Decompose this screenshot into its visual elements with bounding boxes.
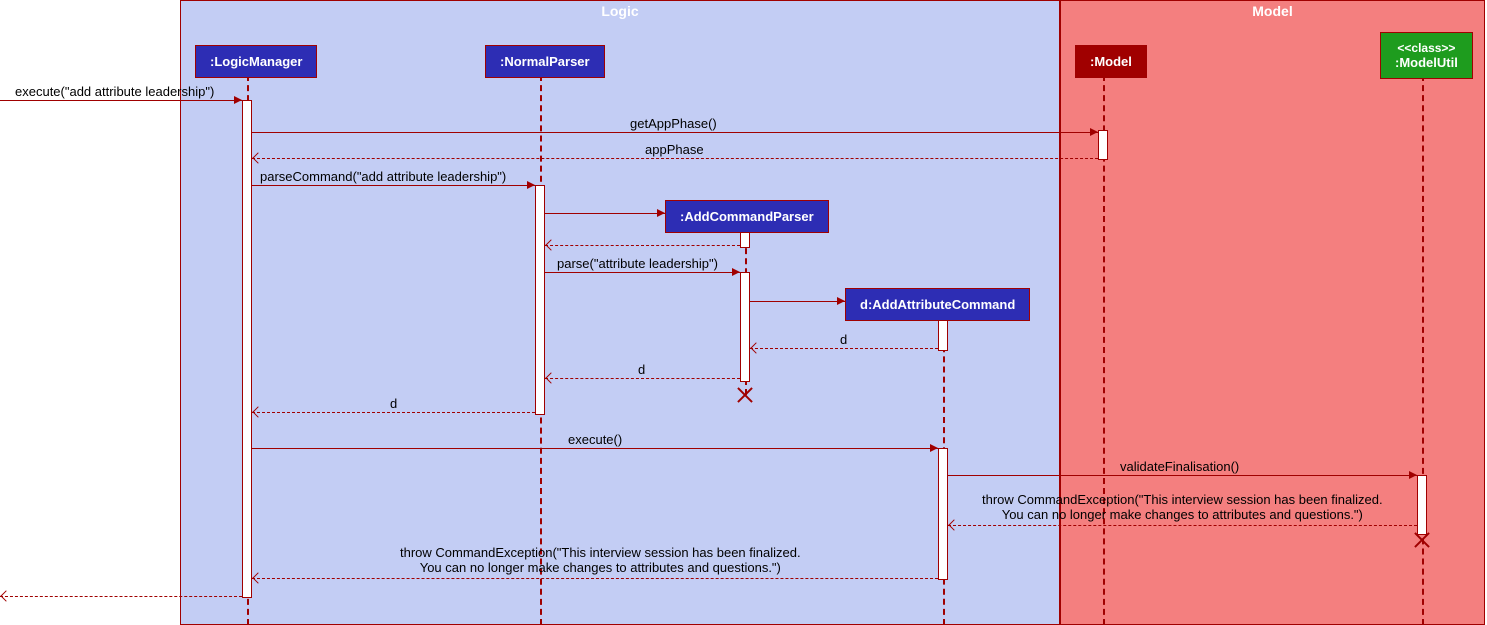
message-arrow: [545, 213, 665, 214]
participant-model-util: <<class>> :ModelUtil: [1380, 32, 1473, 79]
arrow-head: [930, 444, 938, 452]
message-label: execute("add attribute leadership"): [15, 84, 214, 99]
message-arrow: [948, 525, 1417, 526]
sequence-diagram: Logic Model :LogicManager :NormalParser …: [0, 0, 1487, 625]
activation-bar: [242, 100, 252, 598]
message-label: getAppPhase(): [630, 116, 717, 131]
message-arrow: [252, 412, 535, 413]
arrow-head: [837, 297, 845, 305]
message-arrow: [750, 301, 845, 302]
activation-bar: [1417, 475, 1427, 535]
message-arrow: [252, 578, 938, 579]
arrow-head: [732, 268, 740, 276]
label: :AddCommandParser: [680, 209, 814, 224]
message-arrow: [545, 272, 740, 273]
message-arrow: [545, 378, 740, 379]
arrow-head: [657, 209, 665, 217]
label: :Model: [1090, 54, 1132, 69]
participant-normal-parser: :NormalParser: [485, 45, 605, 78]
message-arrow: [252, 448, 938, 449]
destroy-icon: [735, 385, 755, 405]
message-label: d: [638, 362, 645, 377]
message-arrow: [252, 158, 1098, 159]
message-label: parse("attribute leadership"): [557, 256, 718, 271]
destroy-icon: [1412, 530, 1432, 550]
message-arrow: [0, 596, 242, 597]
arrow-head: [527, 181, 535, 189]
arrow-head: [234, 96, 242, 104]
region-logic-title: Logic: [601, 3, 638, 19]
message-label: throw CommandException("This interview s…: [982, 492, 1383, 522]
participant-model: :Model: [1075, 45, 1147, 78]
message-label: d: [840, 332, 847, 347]
label: :LogicManager: [210, 54, 302, 69]
arrow-head: [1090, 128, 1098, 136]
participant-logic-manager: :LogicManager: [195, 45, 317, 78]
activation-bar: [1098, 130, 1108, 160]
activation-bar: [938, 316, 948, 351]
message-label: d: [390, 396, 397, 411]
region-model-title: Model: [1252, 3, 1292, 19]
arrow-head: [0, 590, 11, 601]
participant-add-command-parser: :AddCommandParser: [665, 200, 829, 233]
activation-bar: [535, 185, 545, 415]
label: :ModelUtil: [1395, 55, 1458, 70]
message-arrow: [252, 132, 1098, 133]
participant-add-attribute-command: d:AddAttributeCommand: [845, 288, 1030, 321]
message-arrow: [252, 185, 535, 186]
message-arrow: [948, 475, 1417, 476]
message-label: appPhase: [645, 142, 704, 157]
activation-bar: [740, 272, 750, 382]
message-arrow: [0, 100, 242, 101]
message-arrow: [545, 245, 740, 246]
message-label: throw CommandException("This interview s…: [400, 545, 801, 575]
message-label: parseCommand("add attribute leadership"): [260, 169, 506, 184]
message-label: validateFinalisation(): [1120, 459, 1239, 474]
stereotype: <<class>>: [1395, 41, 1458, 55]
label: :NormalParser: [500, 54, 590, 69]
label: d:AddAttributeCommand: [860, 297, 1015, 312]
message-label: execute(): [568, 432, 622, 447]
activation-bar: [938, 448, 948, 580]
arrow-head: [1409, 471, 1417, 479]
message-arrow: [750, 348, 938, 349]
